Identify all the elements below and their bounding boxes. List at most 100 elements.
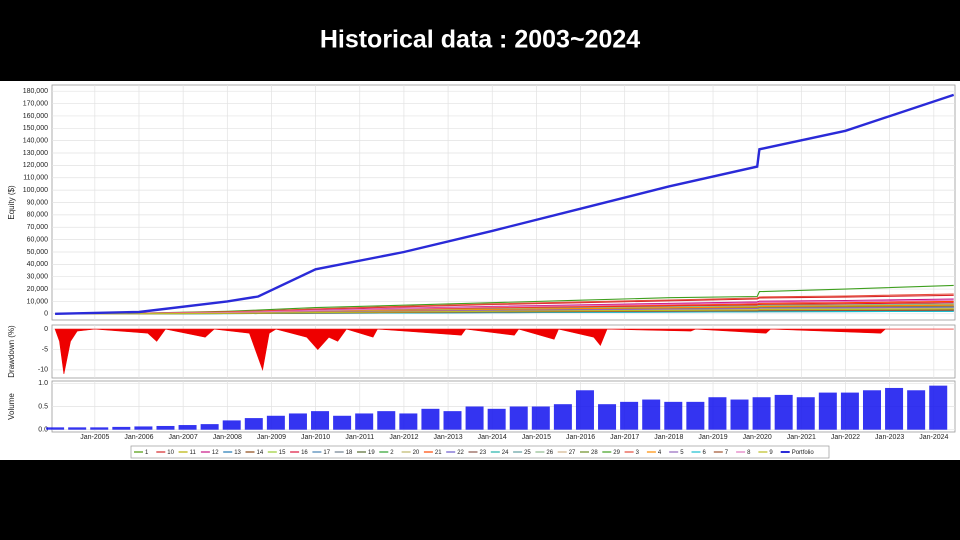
y-tick-label: 20,000 [27, 286, 49, 293]
legend-label: Portfolio [792, 450, 815, 456]
volume-bar [664, 401, 683, 430]
y-axis-title: Volume [7, 393, 16, 420]
y-tick-label: 140,000 [23, 138, 48, 145]
y-tick-label: 170,000 [23, 100, 48, 107]
volume-bar [311, 411, 330, 430]
y-tick-label: 130,000 [23, 150, 48, 157]
legend-label: 17 [323, 450, 330, 456]
y-tick-label: -10 [38, 367, 48, 374]
x-tick-label: Jan-2024 [919, 434, 948, 441]
volume-bar [68, 427, 87, 430]
y-tick-label: 50,000 [27, 249, 49, 256]
y-axis-title: Equity ($) [7, 185, 16, 220]
volume-bar [885, 387, 904, 430]
y-tick-label: 110,000 [23, 175, 48, 182]
legend-label: 7 [725, 450, 729, 456]
legend-label: 27 [569, 450, 576, 456]
page-title: Historical data : 2003~2024 [320, 26, 640, 54]
legend-label: 6 [703, 450, 707, 456]
x-tick-label: Jan-2010 [301, 434, 330, 441]
y-tick-label: 60,000 [27, 236, 49, 243]
y-tick-label: 180,000 [23, 88, 48, 95]
volume-bar [598, 404, 617, 430]
volume-bar [509, 406, 528, 430]
series-line [55, 293, 954, 315]
legend-label: 11 [190, 450, 197, 456]
x-tick-label: Jan-2011 [345, 434, 374, 441]
x-tick-label: Jan-2019 [698, 434, 727, 441]
volume-bar [465, 406, 484, 430]
legend-label: 19 [368, 450, 375, 456]
volume-bar [642, 399, 661, 430]
legend-label: 25 [524, 450, 531, 456]
drawdown-area [54, 328, 954, 374]
y-tick-label: 0 [44, 326, 48, 333]
y-tick-label: 0.5 [38, 403, 48, 410]
volume-bar [134, 426, 153, 430]
legend-label: 5 [680, 450, 684, 456]
x-tick-label: Jan-2013 [433, 434, 462, 441]
volume-bar [730, 399, 749, 430]
volume-bar [266, 415, 285, 430]
y-tick-label: 80,000 [27, 212, 49, 219]
legend-label: 20 [413, 450, 420, 456]
x-tick-label: Jan-2016 [566, 434, 595, 441]
legend-label: 3 [636, 450, 640, 456]
legend-label: 10 [167, 450, 174, 456]
legend-label: 24 [502, 450, 509, 456]
volume-bar [222, 420, 241, 430]
volume-bar [929, 385, 948, 430]
volume-bar [333, 415, 352, 430]
volume-bar [818, 392, 837, 430]
volume-bar [862, 390, 881, 430]
x-tick-label: Jan-2014 [478, 434, 507, 441]
legend-label: 8 [747, 450, 751, 456]
y-tick-label: 120,000 [23, 162, 48, 169]
y-axis-title: Drawdown (%) [7, 325, 16, 378]
legend-label: 28 [591, 450, 598, 456]
volume-bar [840, 392, 859, 430]
x-tick-label: Jan-2005 [80, 434, 109, 441]
volume-bar [752, 397, 771, 430]
x-tick-label: Jan-2015 [522, 434, 551, 441]
y-tick-label: 100,000 [23, 187, 48, 194]
y-tick-label: -5 [42, 346, 48, 353]
volume-bar [90, 427, 109, 430]
legend-label: 12 [212, 450, 219, 456]
legend-label: 13 [234, 450, 241, 456]
volume-bar [288, 413, 307, 430]
y-tick-label: 90,000 [27, 199, 49, 206]
volume-bar [178, 425, 197, 430]
legend-label: 18 [346, 450, 353, 456]
x-tick-label: Jan-2009 [257, 434, 286, 441]
legend-label: 16 [301, 450, 308, 456]
volume-bar [620, 401, 639, 430]
legend-label: 21 [435, 450, 442, 456]
volume-bar [355, 413, 374, 430]
legend-label: 22 [457, 450, 464, 456]
volume-bar [421, 408, 440, 430]
y-tick-label: 0 [44, 311, 48, 318]
y-tick-label: 10,000 [27, 298, 49, 305]
legend-label: 14 [257, 450, 264, 456]
series-line [55, 93, 955, 315]
volume-bar [708, 397, 727, 430]
x-tick-label: Jan-2020 [743, 434, 772, 441]
x-tick-label: Jan-2006 [124, 434, 153, 441]
legend-label: 1 [145, 450, 149, 456]
volume-bar [774, 394, 793, 430]
legend-label: 4 [658, 450, 662, 456]
x-tick-label: Jan-2008 [213, 434, 242, 441]
y-tick-label: 70,000 [27, 224, 49, 231]
volume-bar [112, 426, 131, 430]
x-tick-label: Jan-2018 [654, 434, 683, 441]
legend-label: 2 [390, 450, 394, 456]
volume-bar [686, 401, 705, 430]
volume-bar [443, 411, 462, 430]
x-tick-label: Jan-2021 [787, 434, 816, 441]
volume-bar [377, 411, 396, 430]
x-tick-label: Jan-2007 [169, 434, 198, 441]
y-tick-label: 150,000 [23, 125, 48, 132]
